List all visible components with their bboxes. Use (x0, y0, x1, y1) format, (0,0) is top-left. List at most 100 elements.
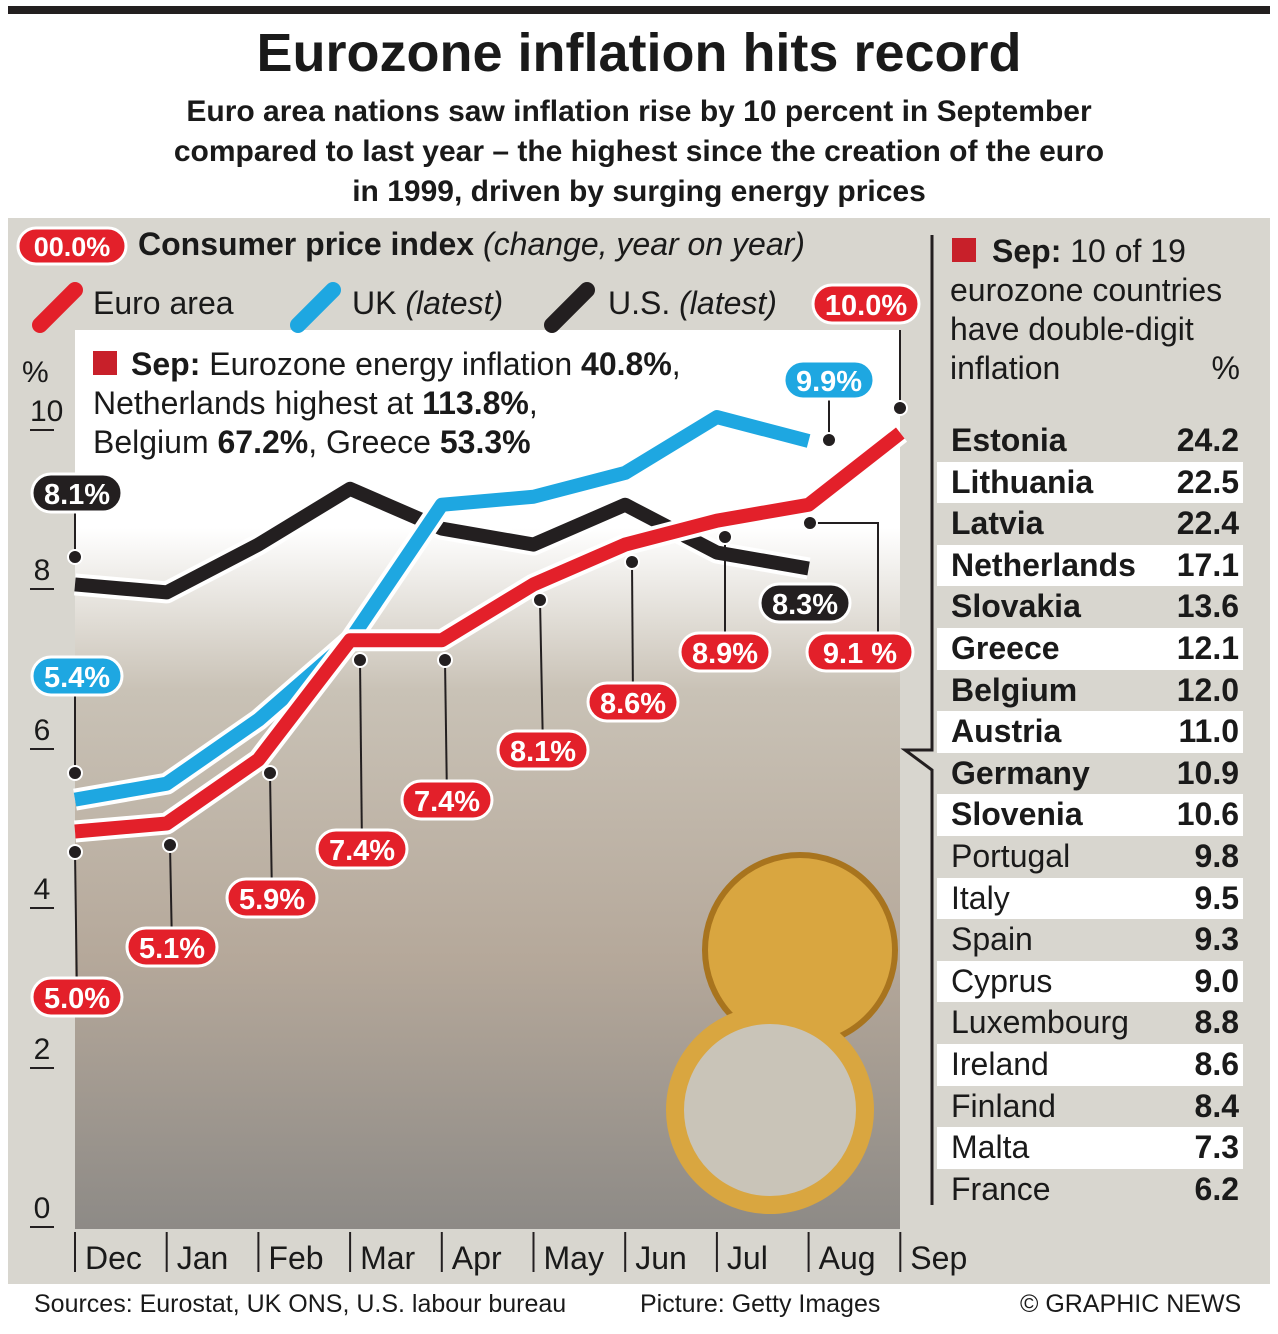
uk-label-1-dot (821, 432, 837, 448)
table-row: Malta 7.3 (937, 1127, 1243, 1169)
euro-data-label-bg (805, 631, 915, 673)
uk-label-0-dot (67, 765, 83, 781)
euro-data-label: 5.9% (239, 884, 305, 916)
euro-label-6-dot (624, 554, 640, 570)
uk-data-label-bg (30, 655, 124, 697)
euro-data-label-bg (811, 283, 921, 325)
country-value: 8.4 (1194, 1087, 1239, 1124)
country-name: Malta (951, 1129, 1030, 1166)
table-note: Sep: 10 of 19 eurozone countries have do… (950, 233, 1240, 386)
euro-label-6-leader (631, 561, 634, 703)
country-value: 8.6 (1194, 1046, 1239, 1082)
table-bracket (900, 235, 934, 1205)
euro-data-label: 8.9% (692, 638, 758, 670)
table-row: Netherlands 17.1 (937, 544, 1243, 587)
x-tick-label: Dec (85, 1240, 142, 1276)
country-name: Austria (951, 713, 1062, 750)
country-name: Italy (951, 879, 1010, 916)
y-tick-label: 6 (30, 714, 54, 750)
country-value: 22.4 (1176, 505, 1239, 542)
x-tick-label: Feb (268, 1240, 324, 1276)
subtitle: Euro area nations saw inflation rise by … (0, 92, 1278, 212)
country-name: Estonia (951, 422, 1067, 458)
euro-data-label: 7.4% (329, 835, 395, 867)
y-unit: % (22, 356, 49, 389)
page-title: Eurozone inflation hits record (256, 23, 1022, 83)
euro-label-3-leader (359, 659, 363, 850)
sample-badge: 00.0% (34, 232, 111, 262)
country-name: Slovenia (951, 796, 1083, 833)
euro-data-label-bg (315, 828, 409, 870)
energy-note: Sep: Eurozone energy inflation 40.8%, Ne… (93, 346, 681, 460)
euro-data-label-bg (586, 681, 680, 723)
top-rule (8, 6, 1270, 14)
us-data-label-bg (30, 472, 124, 514)
red-square-icon (93, 351, 117, 375)
table-row: Latvia 22.4 (937, 503, 1243, 545)
subtitle-line: compared to last year – the highest sinc… (173, 135, 1105, 168)
series-line-uk (73, 410, 811, 807)
table-row: Cyprus 9.0 (937, 960, 1243, 1003)
country-value: 7.3 (1194, 1129, 1239, 1166)
y-tick-label: 10 (30, 395, 63, 431)
euro-data-label: 5.1% (139, 933, 205, 965)
table-row: Slovenia 10.6 (937, 794, 1243, 836)
table-row: Spain 9.3 (937, 919, 1243, 961)
euro-label-4-dot (437, 652, 453, 668)
legend-swatch-0 (32, 282, 83, 333)
legend-swatch-2 (544, 282, 595, 333)
euro-data-label: 9.1 % (823, 638, 897, 670)
country-name: France (951, 1170, 1051, 1207)
table-row: Italy 9.5 (937, 877, 1243, 920)
x-tick-label: Jan (176, 1240, 229, 1276)
x-tick-label: Mar (360, 1240, 416, 1276)
x-tick-label: Jun (635, 1240, 687, 1276)
euro-label-8-leader (810, 522, 879, 652)
country-value: 9.5 (1194, 879, 1239, 916)
table-row: Lithuania 22.5 (937, 461, 1243, 504)
country-value: 9.3 (1194, 921, 1239, 958)
euro-data-label-bg (125, 926, 219, 968)
copyright: © GRAPHIC NEWS (1020, 1290, 1242, 1318)
country-name: Latvia (951, 505, 1044, 542)
x-tick-label: Jul (726, 1240, 768, 1276)
us-data-label: 8.1% (44, 479, 110, 511)
table-row: France 6.2 (937, 1169, 1243, 1211)
euro-label-5-leader (539, 599, 544, 751)
euro-data-label: 8.6% (600, 688, 666, 720)
euro-data-label-bg (678, 631, 772, 673)
coin-1-euro-icon (666, 1006, 874, 1214)
country-value: 10.6 (1176, 796, 1239, 833)
country-value: 12.0 (1176, 671, 1239, 708)
table-row: Germany 10.9 (937, 753, 1243, 795)
euro-label-5-dot (532, 592, 548, 608)
y-tick-label: 4 (30, 873, 54, 910)
euro-data-label: 7.4% (414, 786, 480, 818)
table-row: Luxembourg 8.8 (937, 1002, 1243, 1044)
series-line-euro-area (74, 427, 905, 839)
euro-label-4-leader (444, 659, 448, 801)
euro-label-7-dot (717, 529, 733, 545)
table-row: Slovakia 13.6 (937, 586, 1243, 628)
x-tick-label: Sep (910, 1240, 968, 1276)
subtitle-line: in 1999, driven by surging energy prices (352, 175, 926, 208)
country-value: 9.8 (1194, 838, 1239, 874)
euro-data-label: 8.1% (510, 736, 576, 768)
country-value: 11.0 (1178, 713, 1239, 750)
country-name: Luxembourg (951, 1004, 1129, 1041)
country-value: 24.2 (1176, 422, 1239, 458)
country-value: 9.0 (1194, 962, 1239, 999)
table-row: Greece 12.1 (937, 628, 1243, 670)
country-name: Netherlands (951, 546, 1136, 583)
table-row: Austria 11.0 (937, 711, 1243, 753)
euro-label-3-dot (352, 652, 368, 668)
x-tick-label: Aug (818, 1240, 876, 1276)
country-name: Germany (951, 754, 1090, 791)
sample-badge-bg (16, 226, 128, 266)
legend-title-text: Consumer price index (138, 226, 475, 262)
us-data-label: 8.3% (772, 589, 838, 621)
euro-data-label-bg (496, 729, 590, 771)
y-tick-label: 0 (30, 1192, 54, 1228)
red-square-icon (952, 238, 976, 262)
